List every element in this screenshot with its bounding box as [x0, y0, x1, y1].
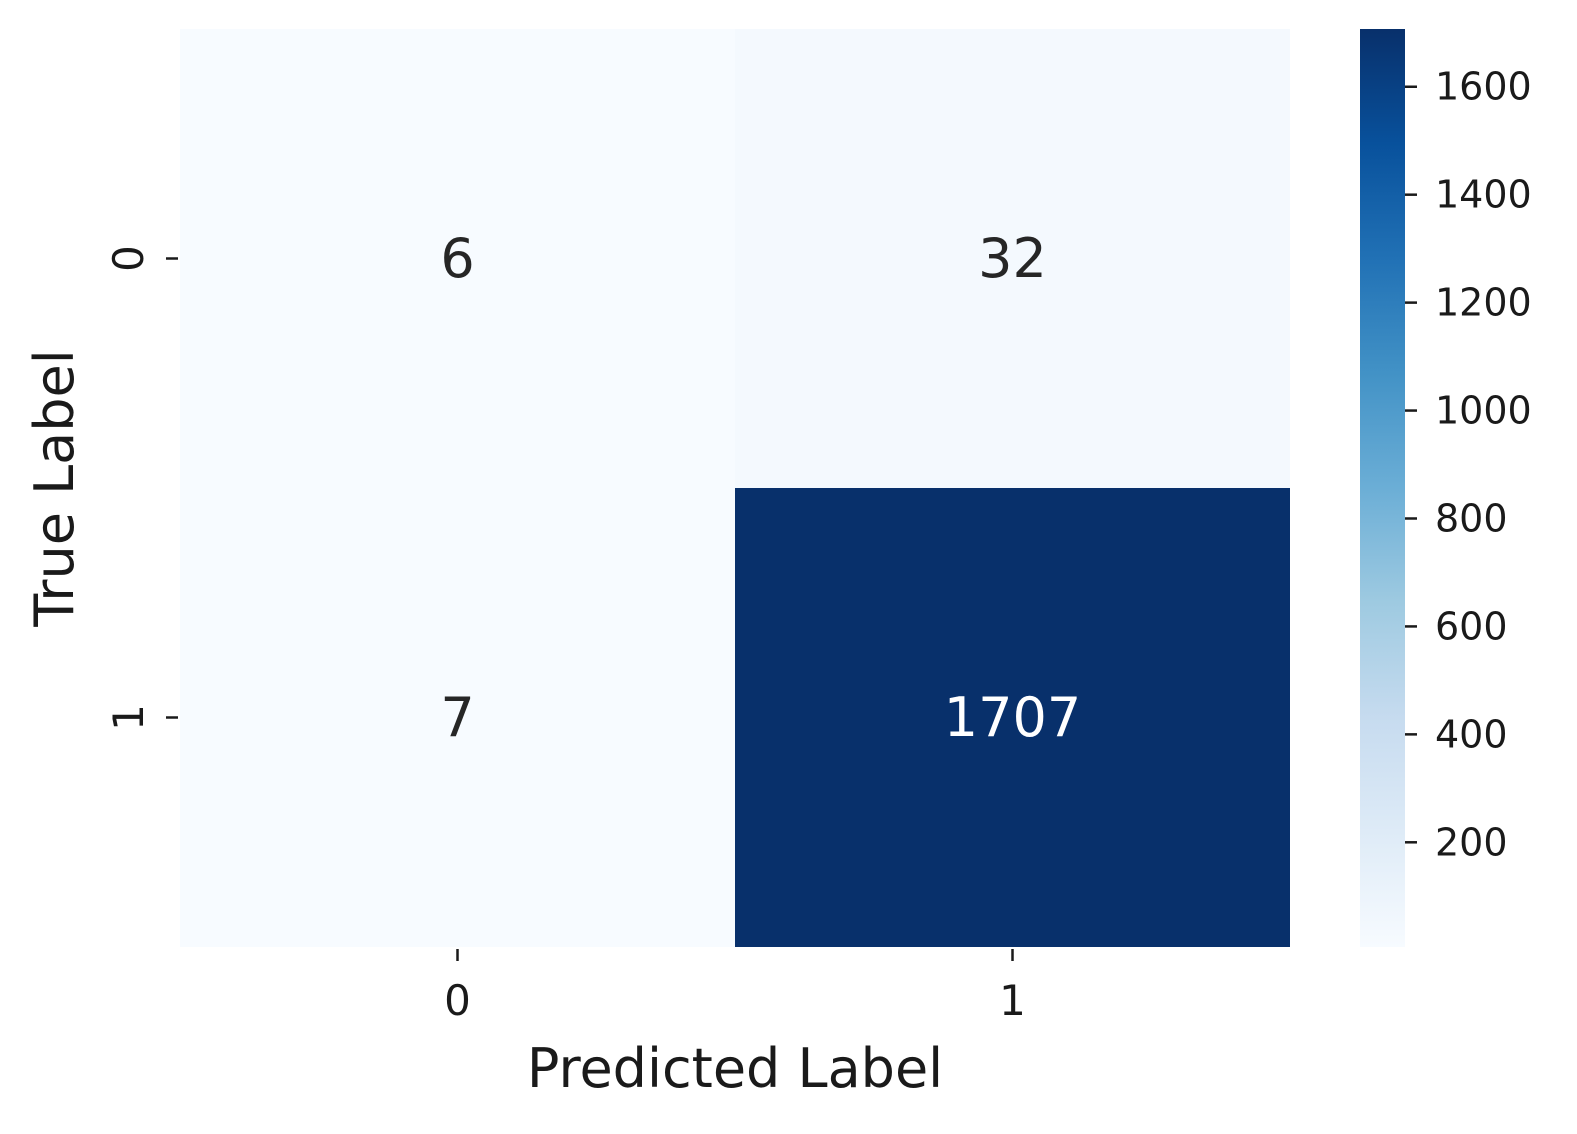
heatmap-cells	[180, 29, 1290, 947]
cell-annotation-0-1: 32	[978, 227, 1047, 290]
colorbar-tick-label-200: 200	[1435, 820, 1508, 864]
heatmap-cell-1-0	[180, 488, 735, 947]
heatmap-cell-0-0	[180, 29, 735, 488]
x-axis-label: Predicted Label	[527, 1037, 943, 1100]
cell-annotation-1-0: 7	[440, 686, 474, 749]
colorbar-ticks: 200 400 600 800 1000 1200 1400 1600	[1405, 65, 1532, 864]
colorbar-tick-label-600: 600	[1435, 604, 1508, 648]
x-tick-label-1: 1	[999, 976, 1026, 1025]
colorbar-tick-label-1000: 1000	[1435, 389, 1532, 433]
cell-annotations: 6 32 7 1707	[440, 227, 1081, 749]
colorbar-tick-label-1200: 1200	[1435, 281, 1532, 325]
colorbar-tick-label-1400: 1400	[1435, 173, 1532, 217]
colorbar-tick-label-1600: 1600	[1435, 65, 1532, 109]
cell-annotation-1-1: 1707	[944, 686, 1081, 749]
colorbar-tick-label-800: 800	[1435, 496, 1508, 540]
y-axis-label: True Label	[23, 349, 86, 628]
y-tick-label-0: 0	[104, 245, 153, 272]
colorbar-tick-label-400: 400	[1435, 712, 1508, 756]
y-tick-label-1: 1	[104, 704, 153, 731]
heatmap-cell-0-1	[735, 29, 1290, 488]
y-axis-ticks: 01	[104, 245, 178, 731]
x-tick-label-0: 0	[444, 976, 471, 1025]
heatmap-cell-1-1	[735, 488, 1290, 947]
cell-annotation-0-0: 6	[440, 227, 474, 290]
colorbar	[1360, 29, 1405, 947]
